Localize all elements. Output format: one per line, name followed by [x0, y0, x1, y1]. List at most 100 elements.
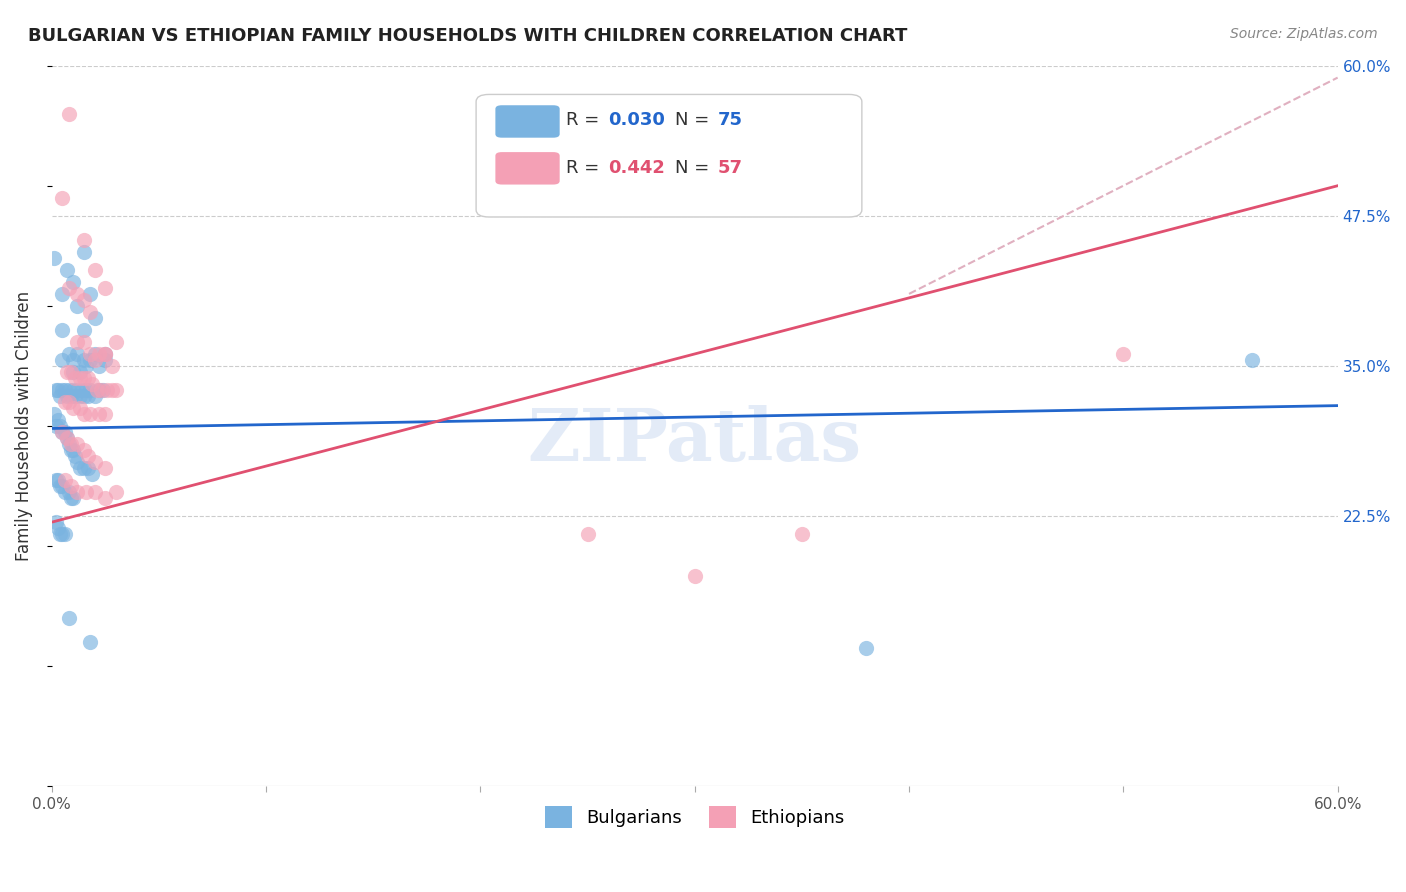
Ethiopians [94, 281, 117, 295]
Bulgarians [69, 389, 91, 403]
Bulgarians [55, 263, 77, 277]
FancyBboxPatch shape [477, 95, 862, 217]
Ethiopians [576, 527, 599, 541]
Bulgarians [42, 251, 65, 265]
Ethiopians [77, 449, 100, 463]
Ethiopians [69, 401, 91, 415]
Bulgarians [45, 419, 67, 434]
Ethiopians [86, 383, 108, 397]
Ethiopians [53, 473, 76, 487]
Ethiopians [66, 334, 89, 349]
Bulgarians [75, 383, 97, 397]
Bulgarians [46, 521, 69, 535]
Bulgarians [51, 425, 73, 439]
Bulgarians [49, 479, 72, 493]
Bulgarians [77, 389, 100, 403]
Bulgarians [77, 461, 100, 475]
Ethiopians [73, 233, 96, 247]
Bulgarians [70, 383, 93, 397]
Bulgarians [69, 365, 91, 379]
Bulgarians [53, 383, 76, 397]
Bulgarians [51, 286, 73, 301]
Ethiopians [82, 376, 104, 391]
Ethiopians [66, 485, 89, 500]
Ethiopians [62, 401, 84, 415]
Bulgarians [79, 383, 101, 397]
Bulgarians [83, 347, 105, 361]
Ethiopians [83, 263, 105, 277]
Ethiopians [73, 407, 96, 421]
FancyBboxPatch shape [495, 153, 560, 185]
Text: 57: 57 [718, 159, 742, 177]
Bulgarians [46, 383, 69, 397]
Bulgarians [51, 383, 73, 397]
Text: BULGARIAN VS ETHIOPIAN FAMILY HOUSEHOLDS WITH CHILDREN CORRELATION CHART: BULGARIAN VS ETHIOPIAN FAMILY HOUSEHOLDS… [28, 27, 907, 45]
Bulgarians [65, 449, 87, 463]
Bulgarians [58, 611, 80, 625]
Ethiopians [65, 371, 87, 385]
Ethiopians [87, 347, 110, 361]
Bulgarians [58, 485, 80, 500]
Bulgarians [79, 635, 101, 649]
Bulgarians [73, 461, 96, 475]
Ethiopians [73, 293, 96, 307]
Ethiopians [100, 383, 122, 397]
Ethiopians [79, 305, 101, 319]
Bulgarians [60, 443, 83, 458]
Ethiopians [683, 569, 706, 583]
Ethiopians [58, 395, 80, 409]
Text: N =: N = [675, 159, 716, 177]
FancyBboxPatch shape [495, 105, 560, 137]
Bulgarians [45, 515, 67, 529]
Ethiopians [79, 407, 101, 421]
Ethiopians [55, 365, 77, 379]
Text: R =: R = [567, 111, 605, 128]
Bulgarians [53, 485, 76, 500]
Ethiopians [66, 437, 89, 451]
Bulgarians [66, 455, 89, 469]
Ethiopians [105, 383, 128, 397]
Bulgarians [855, 641, 877, 656]
Ethiopians [94, 347, 117, 361]
Bulgarians [65, 389, 87, 403]
Bulgarians [62, 491, 84, 505]
Ethiopians [55, 431, 77, 445]
Bulgarians [49, 527, 72, 541]
Text: ZIPatlas: ZIPatlas [527, 405, 862, 476]
Ethiopians [60, 479, 83, 493]
Bulgarians [62, 443, 84, 458]
Text: 0.030: 0.030 [609, 111, 665, 128]
Ethiopians [96, 383, 118, 397]
Bulgarians [42, 407, 65, 421]
Text: 0.442: 0.442 [609, 159, 665, 177]
Bulgarians [69, 461, 91, 475]
Ethiopians [79, 347, 101, 361]
Bulgarians [62, 353, 84, 368]
Bulgarians [53, 527, 76, 541]
Bulgarians [51, 527, 73, 541]
Bulgarians [45, 383, 67, 397]
Ethiopians [69, 371, 91, 385]
Bulgarians [62, 383, 84, 397]
Bulgarians [60, 491, 83, 505]
Ethiopians [83, 353, 105, 368]
Bulgarians [1240, 353, 1263, 368]
Ethiopians [87, 407, 110, 421]
Ethiopians [105, 485, 128, 500]
Bulgarians [83, 310, 105, 325]
Bulgarians [58, 437, 80, 451]
Bulgarians [62, 365, 84, 379]
Bulgarians [73, 353, 96, 368]
Bulgarians [79, 353, 101, 368]
Text: N =: N = [675, 111, 716, 128]
Ethiopians [94, 407, 117, 421]
Bulgarians [49, 389, 72, 403]
Bulgarians [58, 383, 80, 397]
Ethiopians [73, 334, 96, 349]
Bulgarians [51, 353, 73, 368]
Bulgarians [94, 347, 117, 361]
Y-axis label: Family Households with Children: Family Households with Children [15, 291, 32, 561]
Bulgarians [62, 275, 84, 289]
Bulgarians [73, 323, 96, 337]
Bulgarians [51, 323, 73, 337]
